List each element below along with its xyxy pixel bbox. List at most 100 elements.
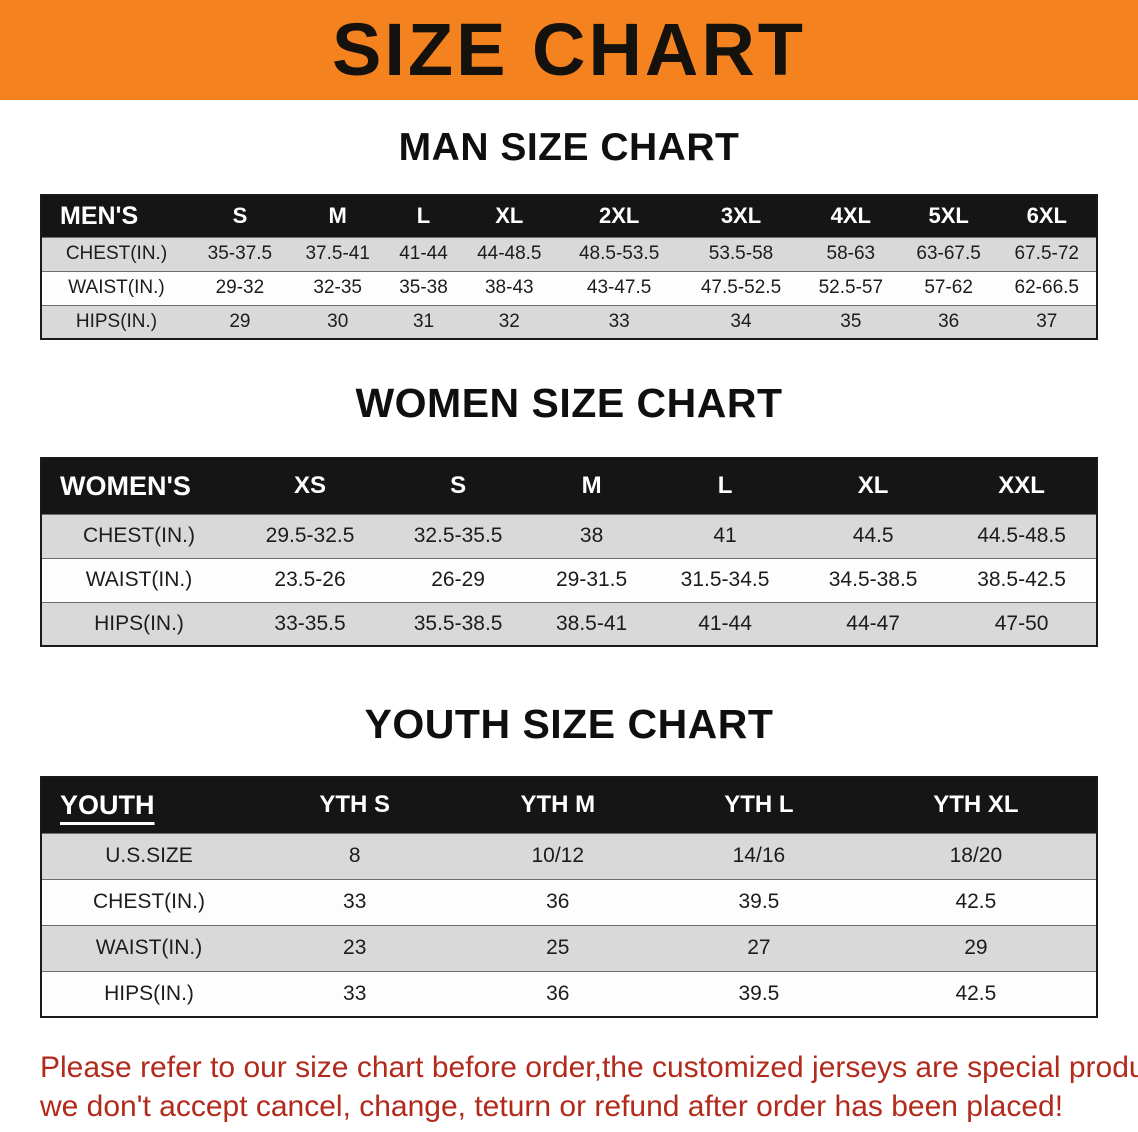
size-value-cell: 42.5 <box>955 890 997 913</box>
size-header-cell: 5XL <box>899 195 998 237</box>
size-value-cell: 35-38 <box>399 277 448 298</box>
size-header-cell: S <box>384 458 533 514</box>
women-size-section: WOMEN SIZE CHART WOMEN'S XS S M L XL XXL CHEST(… <box>0 380 1138 647</box>
disclaimer-line-1: Please refer to our size chart before or… <box>40 1051 1138 1084</box>
size-value-cell: 38.5-42.5 <box>977 568 1066 591</box>
measurement-row: CHEST(IN.) 35-37.5 37.5-41 41-44 44-48.5 48.5… <box>41 237 1097 271</box>
size-value-cell: 42.5 <box>955 981 997 1005</box>
size-value-cell: 41 <box>713 524 737 547</box>
size-value-cell: 32 <box>498 310 520 332</box>
size-value-cell: 8 <box>348 844 361 867</box>
measurement-row: U.S.SIZE 8 10/12 14/16 18/20 <box>41 833 1097 879</box>
size-value-cell: 47.5-52.5 <box>700 277 782 298</box>
measurement-row: CHEST(IN.) 33 36 39.5 42.5 <box>41 879 1097 925</box>
table-title-cell: YOUTH <box>41 777 256 833</box>
size-value-cell: 35-37.5 <box>207 243 273 264</box>
table-title-cell: MEN'S <box>41 195 191 237</box>
size-header-cell: M <box>288 195 387 237</box>
size-value-cell: 39.5 <box>738 981 780 1005</box>
measurement-row: HIPS(IN.) 33-35.5 35.5-38.5 38.5-41 41-44 44-… <box>41 602 1097 646</box>
size-header-cell: S <box>191 195 289 237</box>
size-header-cell: XL <box>799 458 948 514</box>
size-header-cell: L <box>651 458 800 514</box>
size-header-cell: L <box>386 195 461 237</box>
size-value-cell: 29-31.5 <box>555 568 628 591</box>
row-label-cell: HIPS(IN.) <box>94 611 184 635</box>
size-value-cell: 48.5-53.5 <box>578 243 660 264</box>
measurement-row: WAIST(IN.) 23.5-26 26-29 29-31.5 31.5-34.5 34… <box>41 558 1097 602</box>
row-label-cell: HIPS(IN.) <box>104 981 194 1005</box>
size-header-cell: 2XL <box>558 195 681 237</box>
header-row: MEN'S S M L XL 2XL 3XL 4XL 5XL 6XL <box>41 195 1097 237</box>
size-value-cell: 35 <box>840 310 862 332</box>
size-value-cell: 62-66.5 <box>1014 277 1079 298</box>
measurement-row: WAIST(IN.) 29-32 32-35 35-38 38-43 43-47.5 47.… <box>41 271 1097 305</box>
size-header-cell: YTH XL <box>855 777 1097 833</box>
row-label-cell: CHEST(IN.) <box>83 524 195 547</box>
size-value-cell: 29 <box>964 936 988 959</box>
size-value-cell: 57-62 <box>924 277 973 298</box>
size-header-cell: XXL <box>947 458 1097 514</box>
size-value-cell: 34 <box>730 310 752 332</box>
size-value-cell: 32.5-35.5 <box>413 524 503 547</box>
size-value-cell: 37 <box>1036 310 1058 332</box>
size-value-cell: 36 <box>546 981 570 1005</box>
row-label-cell: HIPS(IN.) <box>75 310 158 332</box>
size-value-cell: 36 <box>938 310 960 332</box>
size-value-cell: 67.5-72 <box>1014 243 1079 264</box>
size-header-cell: M <box>532 458 652 514</box>
row-label-cell: WAIST(IN.) <box>68 277 165 298</box>
size-header-cell: YTH S <box>256 777 454 833</box>
size-value-cell: 29.5-32.5 <box>265 524 355 547</box>
header-row: YOUTH YTH S YTH M YTH L YTH XL <box>41 777 1097 833</box>
men-size-table: MEN'S S M L XL 2XL 3XL 4XL 5XL 6XL CHEST(IN.) 35-37… <box>40 194 1098 340</box>
size-value-cell: 37.5-41 <box>305 243 370 264</box>
row-label-cell: WAIST(IN.) <box>95 936 203 959</box>
men-section-heading: MAN SIZE CHART <box>398 126 740 169</box>
size-value-cell: 18/20 <box>949 844 1003 867</box>
size-value-cell: 34.5-38.5 <box>828 568 918 591</box>
youth-size-table: YOUTH YTH S YTH M YTH L YTH XL U.S.SIZE 8 10/12… <box>40 776 1098 1018</box>
size-value-cell: 30 <box>327 310 349 332</box>
size-value-cell: 44.5 <box>852 524 894 547</box>
women-section-heading: WOMEN SIZE CHART <box>355 380 783 426</box>
table-title-cell: WOMEN'S <box>41 458 236 514</box>
size-value-cell: 26-29 <box>431 568 485 591</box>
measurement-row: CHEST(IN.) 29.5-32.5 32.5-35.5 38 41 44.5 44.5… <box>41 514 1097 558</box>
row-label-cell: WAIST(IN.) <box>85 568 193 591</box>
row-label-cell: CHEST(IN.) <box>65 243 168 264</box>
size-value-cell: 31.5-34.5 <box>680 568 770 591</box>
size-value-cell: 41-44 <box>698 611 752 635</box>
size-value-cell: 44-48.5 <box>477 243 542 264</box>
size-value-cell: 53.5-58 <box>708 243 774 264</box>
size-value-cell: 23.5-26 <box>274 568 346 591</box>
size-value-cell: 52.5-57 <box>818 277 884 298</box>
size-value-cell: 32-35 <box>313 277 363 298</box>
size-value-cell: 38-43 <box>484 277 534 298</box>
size-value-cell: 38.5-41 <box>555 611 628 635</box>
size-header-cell: 6XL <box>997 195 1097 237</box>
size-header-cell: XL <box>460 195 559 237</box>
size-value-cell: 43-47.5 <box>586 277 652 298</box>
page-title: SIZE CHART <box>332 8 806 91</box>
size-value-cell: 10/12 <box>531 844 585 867</box>
size-header-cell: XS <box>236 458 385 514</box>
size-value-cell: 14/16 <box>732 844 786 867</box>
measurement-row: HIPS(IN.) 33 36 39.5 42.5 <box>41 971 1097 1017</box>
size-value-cell: 33 <box>343 890 367 913</box>
size-header-cell: 3XL <box>680 195 802 237</box>
size-value-cell: 36 <box>546 890 570 913</box>
size-value-cell: 47-50 <box>994 611 1049 635</box>
row-label-cell: CHEST(IN.) <box>93 890 205 913</box>
size-value-cell: 31 <box>412 310 435 332</box>
youth-section-heading: YOUTH SIZE CHART <box>364 701 774 747</box>
size-value-cell: 44.5-48.5 <box>977 524 1066 547</box>
size-value-cell: 41-44 <box>399 243 448 264</box>
size-value-cell: 27 <box>747 936 771 959</box>
size-value-cell: 29-32 <box>215 277 265 298</box>
size-value-cell: 29 <box>229 310 251 332</box>
row-label-cell: U.S.SIZE <box>105 844 193 867</box>
size-value-cell: 58-63 <box>826 243 876 264</box>
size-value-cell: 23 <box>343 936 367 959</box>
